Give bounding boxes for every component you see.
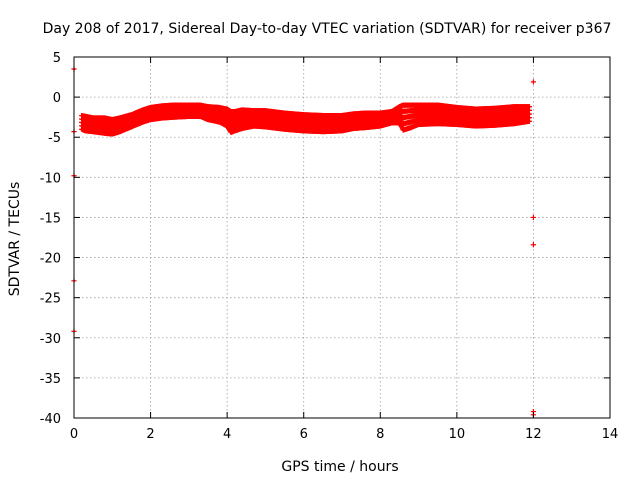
y-tick-label: 0 [53,91,61,106]
y-tick-label: -25 [40,292,61,307]
grid-lines [74,57,610,418]
x-tick-label: 0 [70,427,78,442]
x-axis-label: GPS time / hours [281,459,398,475]
y-tick-label: -40 [40,412,61,427]
x-tick-label: 12 [525,427,542,442]
y-tick-label: -35 [40,372,61,387]
x-tick-label: 10 [449,427,466,442]
data-point [526,118,533,124]
x-tick-label: 6 [300,427,308,442]
x-tick-label: 4 [223,427,231,442]
y-tick-label: 5 [53,51,61,66]
y-tick-labels: 5 0 -5 -10 -15 -20 -25 -30 -35 -40 [40,51,61,427]
x-tick-labels: 0 2 4 6 8 10 12 14 [70,427,618,442]
y-tick-label: -15 [40,211,61,226]
y-tick-label: -5 [48,131,61,146]
plot-frame [73,56,611,419]
outlier-point [530,242,537,248]
x-tick-label: 14 [602,427,619,442]
x-tick-label: 8 [376,427,384,442]
x-tick-label: 2 [146,427,154,442]
y-tick-label: -20 [40,252,61,267]
y-tick-label: -10 [40,171,61,186]
outlier-point [530,214,537,221]
data-band [79,102,533,137]
chart-title: Day 208 of 2017, Sidereal Day-to-day VTE… [43,21,612,37]
axis-ticks [73,56,611,419]
y-tick-label: -30 [40,332,61,347]
outlier-point [530,79,537,85]
y-axis-label: SDTVAR / TECUs [7,182,23,297]
